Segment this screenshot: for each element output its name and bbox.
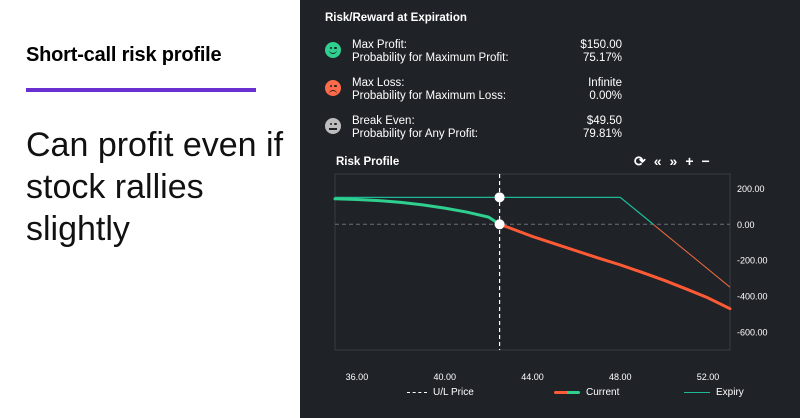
any-profit-probability-value: 79.81% bbox=[582, 128, 622, 140]
x-tick-label: 48.00 bbox=[609, 372, 632, 382]
y-tick-label: -400.00 bbox=[737, 292, 768, 302]
max-profit-metric: Max Profit: Probability for Maximum Prof… bbox=[325, 36, 622, 72]
zoom-out-icon[interactable]: − bbox=[701, 153, 710, 169]
legend-ul-price: U/L Price bbox=[407, 387, 474, 398]
expiry-marker bbox=[494, 192, 505, 203]
neutral-face-icon bbox=[325, 118, 341, 134]
risk-profile-title: Risk Profile bbox=[336, 156, 400, 168]
y-tick-label: 0.00 bbox=[737, 220, 755, 230]
left-panel: Short-call risk profile Can profit even … bbox=[0, 0, 300, 418]
y-tick-label: -600.00 bbox=[737, 328, 768, 338]
expiry-line-loss bbox=[652, 223, 731, 288]
max-loss-value: Infinite bbox=[588, 77, 622, 89]
slide-title: Short-call risk profile bbox=[26, 44, 222, 66]
plot-area bbox=[334, 173, 731, 351]
expiry-line-swatch bbox=[684, 392, 710, 393]
sad-face-icon bbox=[325, 80, 341, 96]
x-tick-label: 36.00 bbox=[346, 372, 369, 382]
zoom-in-icon[interactable]: + bbox=[685, 153, 694, 169]
current-line-loss bbox=[498, 222, 732, 311]
legend-current: Current bbox=[554, 387, 619, 398]
risk-profile-chart[interactable]: 200.00 0.00 -200.00 -400.00 -600.00 36.00 40.0… bbox=[300, 170, 800, 418]
title-underline bbox=[26, 88, 256, 92]
x-tick-label: 52.00 bbox=[697, 372, 720, 382]
legend-expiry-label: Expiry bbox=[716, 387, 744, 398]
risk-reward-panel: Risk/Reward at Expiration Max Profit: Pr… bbox=[300, 0, 800, 418]
break-even-metric: Break Even: Probability for Any Profit: … bbox=[325, 112, 622, 148]
y-tick-label: 200.00 bbox=[737, 184, 765, 194]
max-profit-probability-label: Probability for Maximum Profit: bbox=[352, 52, 509, 64]
break-even-value: $49.50 bbox=[586, 115, 622, 127]
current-line-swatch bbox=[554, 391, 580, 394]
scroll-left-icon[interactable]: « bbox=[653, 153, 662, 169]
happy-face-icon bbox=[325, 42, 341, 58]
max-loss-probability-label: Probability for Maximum Loss: bbox=[352, 90, 507, 102]
expiry-line-profit bbox=[335, 196, 654, 225]
dashed-line-swatch bbox=[407, 392, 427, 393]
max-loss-label: Max Loss: bbox=[352, 77, 405, 89]
chart-toolbar: ⟳ « » + − bbox=[634, 152, 710, 170]
refresh-icon[interactable]: ⟳ bbox=[634, 152, 646, 169]
max-profit-value: $150.00 bbox=[580, 39, 622, 51]
current-marker bbox=[494, 219, 505, 230]
slide-subtitle: Can profit even if stock rallies slightl… bbox=[26, 126, 284, 248]
max-loss-metric: Max Loss: Probability for Maximum Loss: … bbox=[325, 74, 622, 110]
current-line-profit bbox=[333, 197, 502, 226]
max-loss-probability-value: 0.00% bbox=[589, 90, 622, 102]
y-tick-label: -200.00 bbox=[737, 256, 768, 266]
risk-reward-header: Risk/Reward at Expiration bbox=[325, 12, 467, 24]
legend-current-label: Current bbox=[586, 387, 620, 398]
x-tick-label: 40.00 bbox=[433, 372, 456, 382]
any-profit-probability-label: Probability for Any Profit: bbox=[352, 128, 478, 140]
scroll-right-icon[interactable]: » bbox=[669, 153, 678, 169]
max-profit-label: Max Profit: bbox=[352, 39, 407, 51]
legend-ul-price-label: U/L Price bbox=[433, 387, 474, 398]
break-even-label: Break Even: bbox=[352, 115, 415, 127]
x-tick-label: 44.00 bbox=[521, 372, 544, 382]
legend-expiry: Expiry bbox=[684, 387, 744, 398]
max-profit-probability-value: 75.17% bbox=[582, 52, 622, 64]
